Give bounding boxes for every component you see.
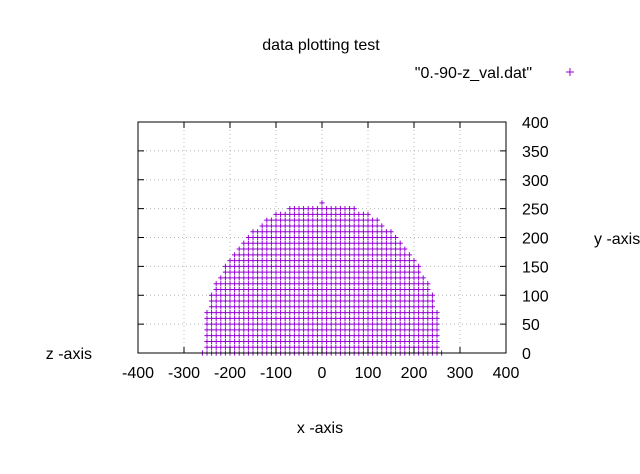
y-tick-label: 300: [522, 173, 549, 190]
x-tick-label: 200: [401, 365, 428, 382]
x-tick-labels: -400 -300 -200 -100 0 100 200 300 400: [122, 365, 519, 382]
y-tick-label: 150: [522, 259, 549, 276]
x-tick-label: -100: [260, 365, 292, 382]
data-points: [199, 200, 445, 356]
legend: "0.-90-z_val.dat": [415, 65, 574, 82]
x-tick-label: -400: [122, 365, 154, 382]
y-axis-label: y -axis: [594, 231, 640, 248]
legend-label: "0.-90-z_val.dat": [415, 65, 532, 82]
y-tick-label: 400: [522, 115, 549, 132]
data-point-markers: [199, 200, 445, 356]
x-tick-label: 400: [493, 365, 520, 382]
y-tick-label: 250: [522, 202, 549, 219]
y-tick-label: 200: [522, 231, 549, 248]
x-tick-label: 0: [318, 365, 327, 382]
legend-marker: [566, 68, 574, 76]
y-tick-labels: 0 50 100 150 200 250 300 350 400: [522, 115, 549, 363]
x-tick-label: 300: [447, 365, 474, 382]
axis-ticks: [137, 121, 507, 354]
x-axis-label: x -axis: [297, 420, 343, 437]
y-tick-label: 350: [522, 144, 549, 161]
x-tick-label: -300: [168, 365, 200, 382]
y-tick-label: 0: [522, 346, 531, 363]
chart-title: data plotting test: [262, 37, 380, 54]
x-tick-label: 100: [355, 365, 382, 382]
z-axis-label: z -axis: [46, 346, 92, 363]
x-tick-label: -200: [214, 365, 246, 382]
y-tick-label: 50: [522, 317, 540, 334]
legend-plus-marker: [566, 68, 574, 76]
y-tick-label: 100: [522, 288, 549, 305]
